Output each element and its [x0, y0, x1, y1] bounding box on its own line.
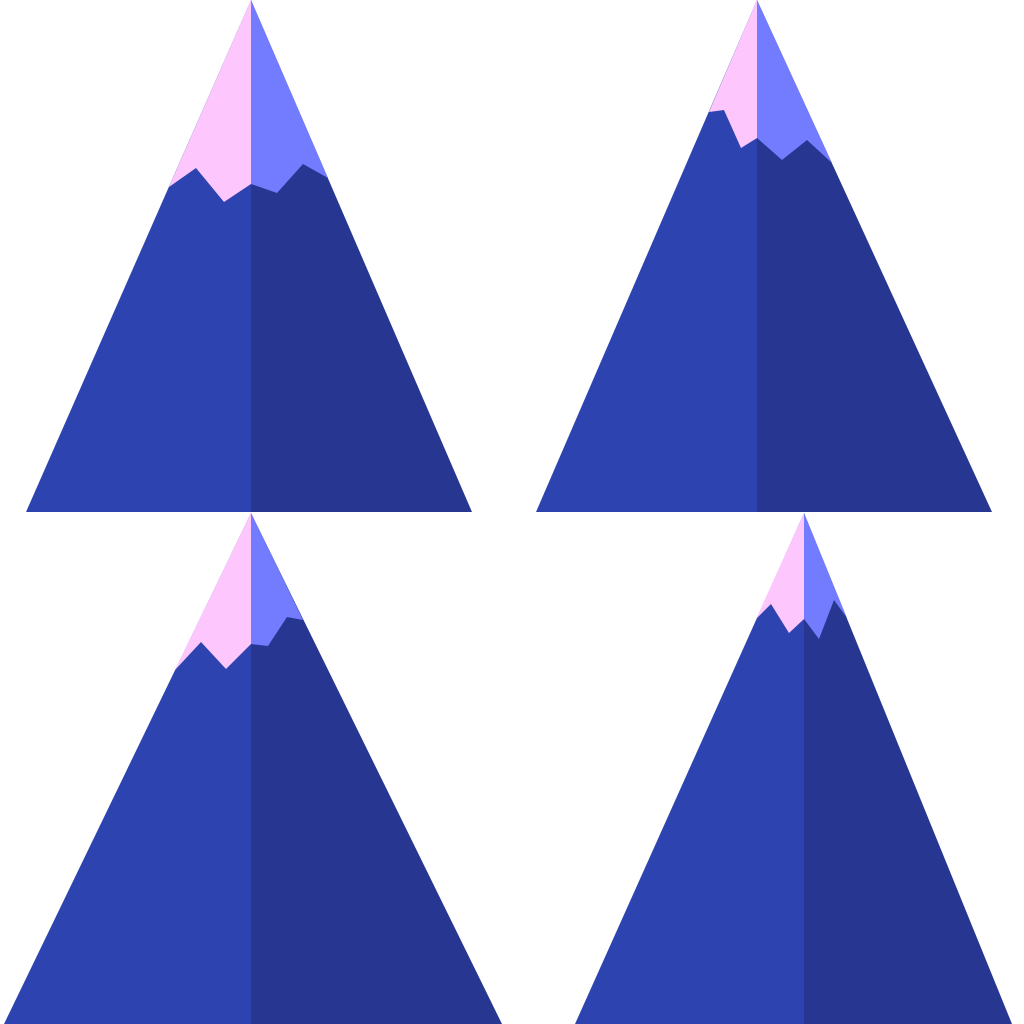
mountain-icon: [4, 513, 502, 1024]
mountain-left-face: [536, 0, 757, 512]
mountain-icon: [575, 513, 1012, 1024]
mountain-left-face: [26, 0, 251, 512]
mountain-icon: [536, 0, 992, 512]
snow-cap-left: [175, 513, 251, 670]
snow-cap-right: [251, 513, 303, 646]
snow-cap-left: [756, 513, 804, 633]
mountain-left-face: [575, 513, 804, 1024]
snow-cap-left: [709, 0, 757, 148]
snow-cap-left: [169, 0, 251, 202]
mountain-right-face: [251, 513, 502, 1024]
snow-cap-right: [251, 0, 328, 193]
snow-cap-right: [757, 0, 832, 163]
mountain-right-face: [804, 513, 1012, 1024]
mountain-icon: [26, 0, 472, 512]
snow-cap-right: [804, 513, 847, 639]
